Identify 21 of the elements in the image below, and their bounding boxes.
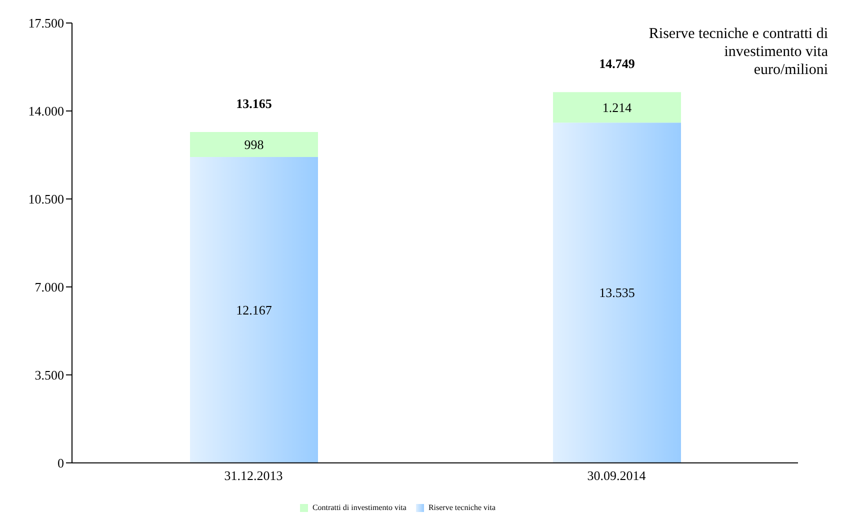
text: euro/milioni [754,62,828,78]
total-label: 14.749 [599,56,636,72]
y-tick-label: 10.500 [28,192,64,207]
y-tick-label: 17.500 [28,16,64,31]
x-tick-label: 30.09.2014 [587,468,646,484]
y-tick-label: 0 [58,455,64,470]
y-tick-label: 14.000 [28,104,64,119]
data-label: 13.535 [599,285,635,300]
data-label: 1.214 [602,100,632,115]
y-tick-label: 7.000 [34,280,64,295]
legend-label: Contratti di investimento vita [312,502,406,512]
data-label: 998 [244,136,264,152]
bar [553,122,681,463]
bar [553,92,681,123]
bar [190,132,318,158]
y-tick-label: 3.500 [34,367,64,382]
data-label: 12.167 [236,302,272,318]
x-tick-label: 31.12.2013 [224,468,283,484]
legend-label: Riserve tecniche vita [428,502,496,512]
bar [190,157,318,463]
total-label: 13.165 [236,96,272,111]
